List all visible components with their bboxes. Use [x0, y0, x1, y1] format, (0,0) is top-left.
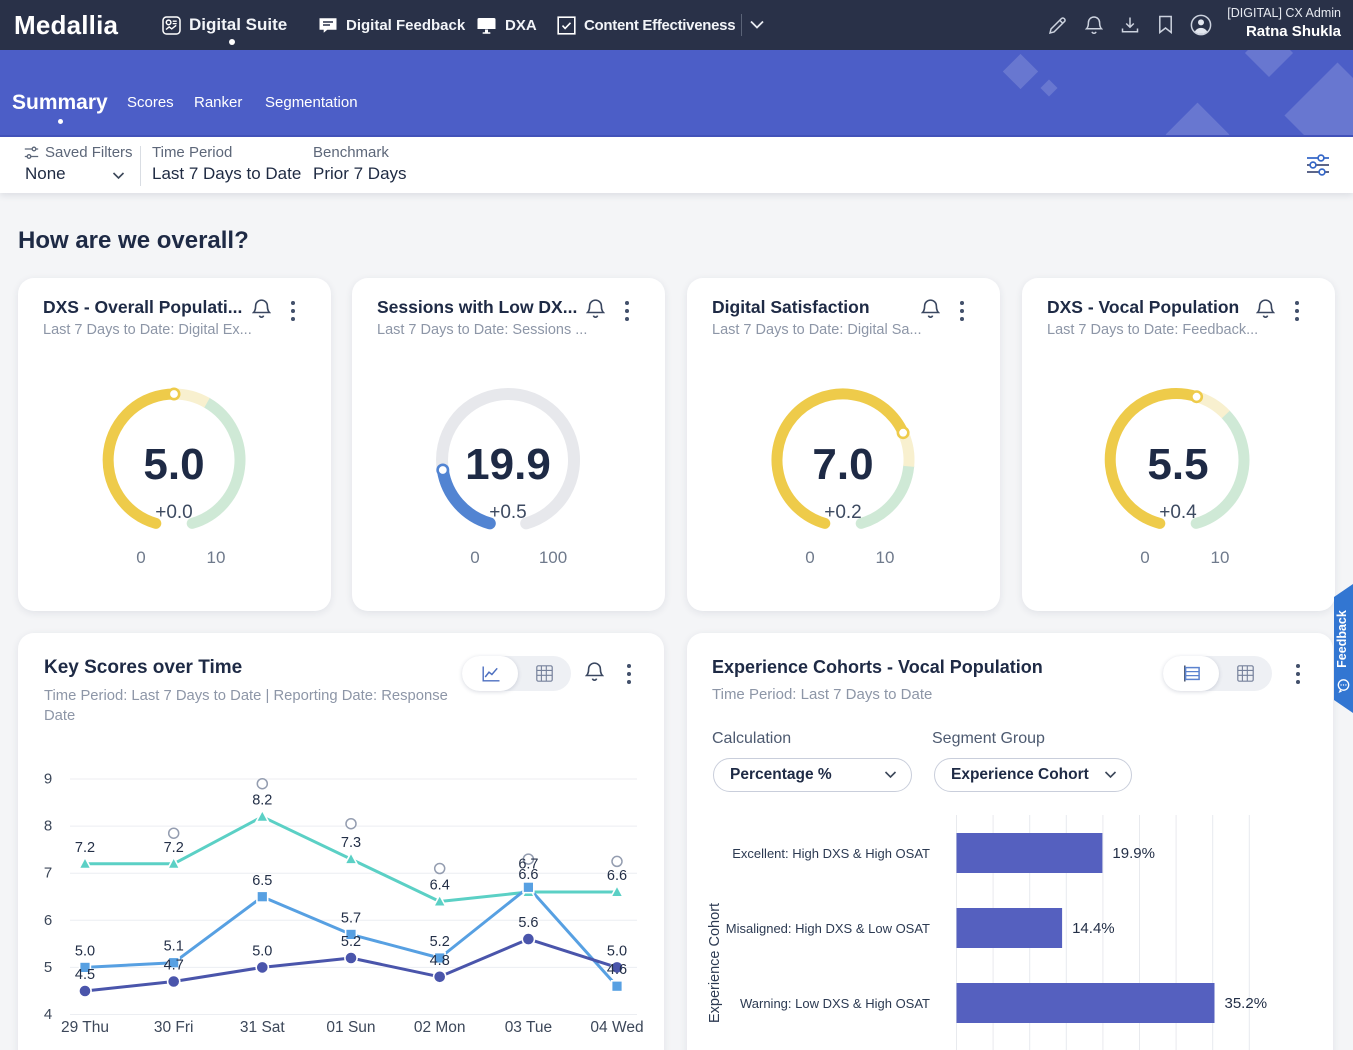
svg-text:5.6: 5.6 — [518, 915, 538, 931]
svg-text:19.9%: 19.9% — [1112, 845, 1155, 862]
svg-text:5.2: 5.2 — [430, 934, 450, 950]
svg-text:0: 0 — [470, 548, 479, 567]
svg-text:+0.0: +0.0 — [155, 502, 193, 523]
svg-text:Warning: Low DXS & High OSAT: Warning: Low DXS & High OSAT — [740, 996, 930, 1011]
svg-text:8: 8 — [44, 818, 52, 835]
svg-text:35.2%: 35.2% — [1225, 995, 1268, 1012]
svg-text:02 Mon: 02 Mon — [414, 1019, 466, 1036]
svg-text:5.0: 5.0 — [143, 440, 204, 489]
svg-text:7.2: 7.2 — [75, 840, 95, 856]
svg-text:4.8: 4.8 — [430, 953, 450, 969]
svg-text:Experience Cohort: Experience Cohort — [707, 903, 723, 1023]
svg-text:0: 0 — [805, 548, 814, 567]
svg-text:5: 5 — [44, 959, 52, 976]
svg-text:7.2: 7.2 — [164, 840, 184, 856]
svg-text:+0.4: +0.4 — [1159, 502, 1197, 523]
svg-text:4.5: 4.5 — [75, 967, 95, 983]
svg-text:4: 4 — [44, 1006, 52, 1023]
svg-text:7.0: 7.0 — [812, 440, 873, 489]
svg-text:+0.2: +0.2 — [824, 502, 862, 523]
svg-text:10: 10 — [1211, 548, 1230, 567]
svg-text:7.3: 7.3 — [341, 835, 361, 851]
svg-text:4.6: 4.6 — [607, 962, 627, 978]
svg-text:10: 10 — [207, 548, 226, 567]
svg-text:6.6: 6.6 — [607, 868, 627, 884]
svg-text:29 Thu: 29 Thu — [61, 1019, 109, 1036]
svg-text:100: 100 — [539, 548, 567, 567]
svg-text:6.4: 6.4 — [430, 878, 450, 894]
svg-text:5.0: 5.0 — [75, 943, 95, 959]
svg-text:04 Wed: 04 Wed — [590, 1019, 643, 1036]
svg-text:7: 7 — [44, 865, 52, 882]
svg-text:Feedback: Feedback — [1335, 610, 1349, 668]
svg-text:03 Tue: 03 Tue — [505, 1019, 552, 1036]
svg-text:14.4%: 14.4% — [1072, 920, 1115, 937]
svg-text:5.5: 5.5 — [1147, 440, 1208, 489]
svg-text:31 Sat: 31 Sat — [240, 1019, 286, 1036]
svg-text:01 Sun: 01 Sun — [326, 1019, 375, 1036]
svg-text:5.0: 5.0 — [252, 943, 272, 959]
svg-text:10: 10 — [876, 548, 895, 567]
svg-text:9: 9 — [44, 771, 52, 788]
svg-text:30 Fri: 30 Fri — [154, 1019, 194, 1036]
svg-text:5.0: 5.0 — [607, 943, 627, 959]
svg-text:5.1: 5.1 — [164, 939, 184, 955]
svg-text:Misaligned: High DXS & Low OSA: Misaligned: High DXS & Low OSAT — [726, 921, 930, 936]
svg-text:4.7: 4.7 — [164, 958, 184, 974]
svg-text:19.9: 19.9 — [465, 440, 551, 489]
svg-text:6.7: 6.7 — [518, 856, 538, 872]
svg-text:5.2: 5.2 — [341, 934, 361, 950]
svg-text:6.6: 6.6 — [518, 867, 538, 883]
svg-text:Excellent: High DXS & High OSA: Excellent: High DXS & High OSAT — [732, 846, 930, 861]
svg-text:0: 0 — [136, 548, 145, 567]
svg-text:5.7: 5.7 — [341, 910, 361, 926]
svg-text:6: 6 — [44, 912, 52, 929]
svg-text:+0.5: +0.5 — [489, 502, 527, 523]
svg-text:8.2: 8.2 — [252, 793, 272, 809]
svg-text:0: 0 — [1140, 548, 1149, 567]
svg-text:6.5: 6.5 — [252, 873, 272, 889]
